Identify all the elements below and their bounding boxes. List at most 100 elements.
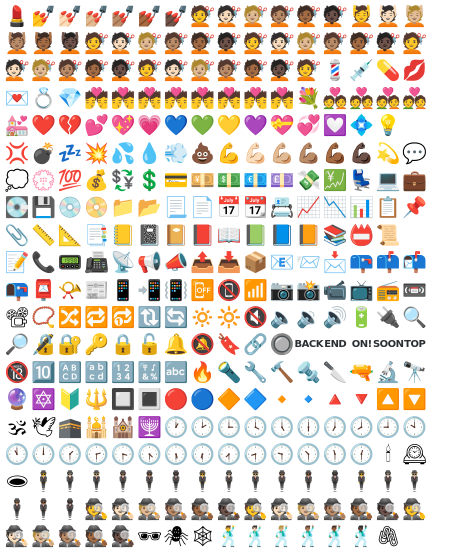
emoji-cell: 💜 (243, 112, 270, 139)
emoji-cell: 💑 (349, 84, 376, 111)
emoji-icon: 🕴 (190, 469, 216, 494)
emoji-cell: 📱 (110, 276, 137, 303)
emoji-cell: 📞 (31, 249, 58, 276)
emoji-cell: 🕑 (190, 413, 217, 440)
emoji-cell: 💦 (110, 139, 137, 166)
emoji-cell: 💇🏽 (57, 57, 84, 84)
emoji-icon: 🔄 (163, 304, 189, 329)
emoji-icon: 🔡 (84, 359, 110, 384)
emoji-icon: 🕺🏿 (349, 524, 375, 549)
emoji-icon: 💈 (322, 58, 348, 83)
emoji-cell: 💇🏿 (375, 29, 402, 56)
emoji-icon: 🔣 (137, 359, 163, 384)
emoji-cell: 🔖 (216, 331, 243, 358)
emoji-cell: 🔦 (216, 358, 243, 385)
emoji-cell: 🔆 (216, 303, 243, 330)
emoji-icon: 💑 (375, 85, 401, 110)
emoji-icon: 💇 (243, 31, 269, 56)
emoji-cell: 📫 (375, 249, 402, 276)
emoji-cell: 💽 (4, 194, 31, 221)
emoji-icon: 📈 (296, 195, 322, 220)
emoji-cell: 🕴🏻 (57, 468, 84, 495)
emoji-icon: 🔌 (375, 304, 401, 329)
emoji-cell: END (322, 331, 349, 358)
emoji-icon: 🕑 (190, 414, 216, 439)
emoji-icon: 📷 (269, 277, 295, 302)
emoji-cell: 💇 (243, 29, 270, 56)
emoji-cell: 💪 (216, 139, 243, 166)
emoji-icon: 📸 (296, 277, 322, 302)
emoji-icon: 💇 (296, 58, 322, 83)
emoji-cell: 💌 (4, 84, 31, 111)
emoji-cell: 💇🏽 (322, 29, 349, 56)
emoji-icon: 🔑 (84, 332, 110, 357)
emoji-cell: 📮 (31, 276, 58, 303)
emoji-cell: 💍 (31, 84, 58, 111)
emoji-cell: 🔵 (190, 385, 217, 412)
emoji-cell: 📇 (269, 194, 296, 221)
emoji-icon: 💜 (243, 113, 269, 138)
emoji-icon: 💪🏾 (322, 140, 348, 165)
emoji-cell: 🔂 (110, 303, 137, 330)
emoji-cell: 🔴 (163, 385, 190, 412)
emoji-cell: 💠 (349, 112, 376, 139)
emoji-icon: 🔽 (402, 387, 428, 412)
emoji-icon: 🕤 (269, 441, 295, 466)
emoji-icon: 💏 (269, 85, 295, 110)
emoji-cell: 💐 (296, 84, 323, 111)
emoji-icon: 💋 (402, 58, 428, 83)
emoji-cell: 🔎 (4, 331, 31, 358)
emoji-icon: 🔎 (4, 332, 30, 357)
emoji-icon: 🕡 (190, 441, 216, 466)
emoji-cell: 💆🏽 (4, 29, 31, 56)
emoji-icon: 📒 (110, 222, 136, 247)
emoji-cell: 🕴🏿 (322, 468, 349, 495)
emoji-icon: 🔼 (375, 387, 401, 412)
emoji-icon: 🕴🏾 (296, 469, 322, 494)
emoji-cell: 🕊 (31, 413, 58, 440)
emoji-icon: 🔅 (190, 304, 216, 329)
emoji-cell: 💹 (322, 166, 349, 193)
emoji-cell: 🔤 (163, 358, 190, 385)
emoji-icon: 🔂 (110, 304, 136, 329)
emoji-icon: 💆🏻 (375, 3, 401, 28)
emoji-cell: 🔐 (57, 331, 84, 358)
emoji-icon: 🔮 (4, 387, 30, 412)
emoji-cell: 📿 (31, 303, 58, 330)
emoji-word-icon: SOON (372, 338, 404, 350)
emoji-cell: 💢 (4, 139, 31, 166)
emoji-icon: 🕐 (163, 414, 189, 439)
emoji-icon: 🔦 (216, 359, 242, 384)
emoji-cell: 💞 (296, 112, 323, 139)
emoji-cell: 💇🏼 (190, 57, 217, 84)
emoji-cell: 📐 (57, 221, 84, 248)
emoji-icon: 💼 (402, 168, 428, 193)
emoji-icon: 🔬 (375, 359, 401, 384)
emoji-icon: 🕶 (137, 524, 163, 549)
emoji-icon: 🕔 (269, 414, 295, 439)
emoji-icon: 💢 (4, 140, 30, 165)
emoji-icon: 💔 (57, 113, 83, 138)
emoji-cell: 🕳 (4, 468, 31, 495)
emoji-icon: 📤 (190, 250, 216, 275)
emoji-icon: 📆 (243, 195, 269, 220)
emoji-icon: 📉 (322, 195, 348, 220)
emoji-icon: 🕵🏻 (4, 524, 30, 549)
emoji-cell: 🔸 (269, 385, 296, 412)
emoji-cell: 🔘 (269, 331, 296, 358)
emoji-icon: 📻 (375, 277, 401, 302)
emoji-icon: 💻 (375, 168, 401, 193)
emoji-icon: 🕺🏽 (296, 524, 322, 549)
emoji-cell: 💿 (57, 194, 84, 221)
emoji-icon: 🔺 (322, 387, 348, 412)
emoji-cell: 💑 (322, 84, 349, 111)
emoji-icon: 📔 (163, 222, 189, 247)
emoji-cell: BACK (295, 331, 324, 358)
emoji-icon: 💦 (110, 140, 136, 165)
emoji-icon: 🕛 (31, 441, 57, 466)
emoji-cell: 🔢 (110, 358, 137, 385)
emoji-icon: 💇🏼 (31, 58, 57, 83)
emoji-icon: 📥 (216, 250, 242, 275)
emoji-icon: 📯 (57, 277, 83, 302)
emoji-cell: 💥 (84, 139, 111, 166)
